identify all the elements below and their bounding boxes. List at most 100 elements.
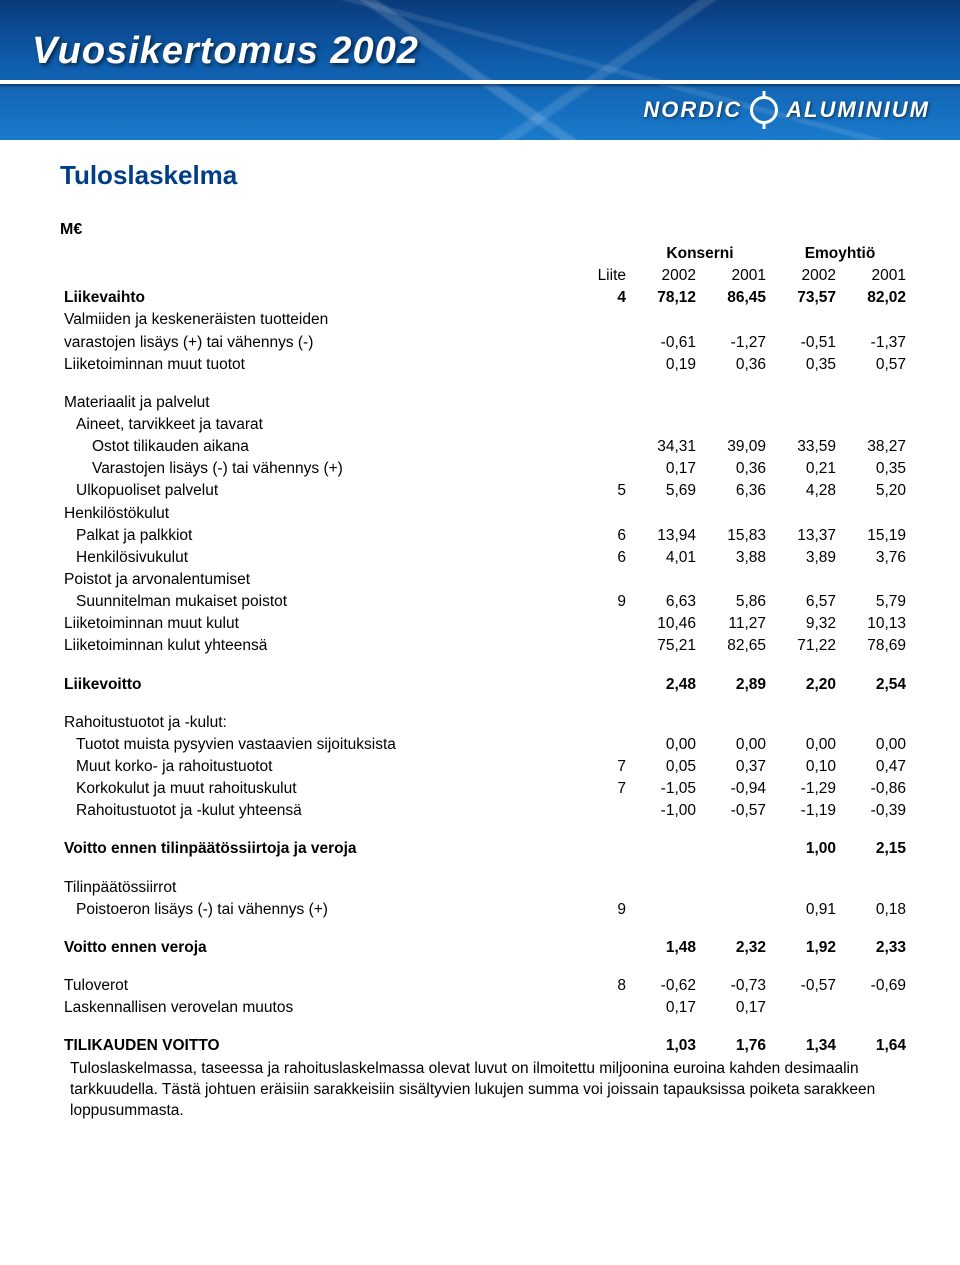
col-liite: Liite — [580, 265, 630, 287]
table-row: Poistoeron lisäys (-) tai vähennys (+)9 0… — [60, 899, 910, 921]
row-liite: 8 — [580, 975, 630, 997]
table-row: Voitto ennen tilinpäätössiirtoja ja vero… — [60, 838, 910, 860]
row-value: 73,57 — [770, 287, 840, 309]
row-value: 1,64 — [840, 1035, 910, 1057]
table-row: Rahoitustuotot ja -kulut: — [60, 712, 910, 734]
currency-unit: M€ — [60, 221, 910, 239]
row-value — [700, 503, 770, 525]
row-liite — [580, 674, 630, 696]
row-value: -0,51 — [770, 332, 840, 354]
row-value: 1,76 — [700, 1035, 770, 1057]
row-liite: 4 — [580, 287, 630, 309]
row-value: -0,86 — [840, 778, 910, 800]
row-value: 38,27 — [840, 436, 910, 458]
table-row: Ostot tilikauden aikana34,3139,0933,5938… — [60, 436, 910, 458]
row-value — [700, 309, 770, 331]
row-liite — [580, 436, 630, 458]
table-row — [60, 822, 910, 838]
row-value: -0,61 — [630, 332, 700, 354]
table-row — [60, 1019, 910, 1035]
row-liite — [580, 800, 630, 822]
row-value — [840, 997, 910, 1019]
row-label: Rahoitustuotot ja -kulut: — [60, 712, 580, 734]
row-label: Valmiiden ja keskeneräisten tuotteiden — [60, 309, 580, 331]
row-value — [630, 877, 700, 899]
row-liite: 7 — [580, 756, 630, 778]
row-value: 0,18 — [840, 899, 910, 921]
col-group-emoyhtio: Emoyhtiö — [770, 243, 910, 265]
table-row: TILIKAUDEN VOITTO1,031,761,341,64 — [60, 1035, 910, 1057]
row-value: 0,17 — [630, 997, 700, 1019]
row-liite — [580, 503, 630, 525]
row-liite — [580, 569, 630, 591]
row-value: -0,39 — [840, 800, 910, 822]
table-row — [60, 921, 910, 937]
row-value — [700, 712, 770, 734]
income-statement-table: Konserni Emoyhtiö Liite 2002 2001 2002 2… — [60, 243, 910, 1057]
page-content: Tuloslaskelma M€ Konserni Emoyhtiö Liite… — [0, 140, 960, 1152]
row-value — [700, 877, 770, 899]
row-value — [840, 877, 910, 899]
row-liite — [580, 635, 630, 657]
row-value: 13,37 — [770, 525, 840, 547]
row-liite — [580, 332, 630, 354]
table-group-header-row: Konserni Emoyhtiö — [60, 243, 910, 265]
row-value: 0,00 — [770, 734, 840, 756]
row-value: 0,91 — [770, 899, 840, 921]
row-label: Tuotot muista pysyvien vastaavien sijoit… — [60, 734, 580, 756]
row-label: Poistoeron lisäys (-) tai vähennys (+) — [60, 899, 580, 921]
row-value: 0,36 — [700, 354, 770, 376]
row-value: 0,19 — [630, 354, 700, 376]
table-row: Poistot ja arvonalentumiset — [60, 569, 910, 591]
row-liite — [580, 937, 630, 959]
row-label: TILIKAUDEN VOITTO — [60, 1035, 580, 1057]
row-value: 6,57 — [770, 591, 840, 613]
row-value: -1,29 — [770, 778, 840, 800]
row-value: -1,00 — [630, 800, 700, 822]
row-label: Liiketoiminnan muut tuotot — [60, 354, 580, 376]
row-value: 15,19 — [840, 525, 910, 547]
table-row — [60, 376, 910, 392]
row-value: 71,22 — [770, 635, 840, 657]
table-row: Muut korko- ja rahoitustuotot70,050,370,… — [60, 756, 910, 778]
row-liite: 9 — [580, 899, 630, 921]
row-value: 2,20 — [770, 674, 840, 696]
col-group-konserni: Konserni — [630, 243, 770, 265]
row-label: Liikevoitto — [60, 674, 580, 696]
row-value: 78,12 — [630, 287, 700, 309]
table-row: Suunnitelman mukaiset poistot96,635,866,… — [60, 591, 910, 613]
row-label: Henkilösivukulut — [60, 547, 580, 569]
row-value: 4,01 — [630, 547, 700, 569]
col-y4: 2001 — [840, 265, 910, 287]
table-row: Valmiiden ja keskeneräisten tuotteiden — [60, 309, 910, 331]
table-year-header-row: Liite 2002 2001 2002 2001 — [60, 265, 910, 287]
row-value: 2,32 — [700, 937, 770, 959]
row-liite — [580, 392, 630, 414]
row-value: 34,31 — [630, 436, 700, 458]
table-row: Ulkopuoliset palvelut55,696,364,285,20 — [60, 480, 910, 502]
table-row: Tuloverot8-0,62-0,73-0,57-0,69 — [60, 975, 910, 997]
row-value — [770, 712, 840, 734]
row-value — [840, 392, 910, 414]
row-label: Liiketoiminnan kulut yhteensä — [60, 635, 580, 657]
table-row: Aineet, tarvikkeet ja tavarat — [60, 414, 910, 436]
row-value: 5,86 — [700, 591, 770, 613]
row-value: 2,33 — [840, 937, 910, 959]
row-value: 0,00 — [630, 734, 700, 756]
page-title: Tuloslaskelma — [60, 160, 910, 191]
row-value: 0,35 — [840, 458, 910, 480]
row-value: 11,27 — [700, 613, 770, 635]
row-liite — [580, 354, 630, 376]
row-label: Materiaalit ja palvelut — [60, 392, 580, 414]
table-row: Varastojen lisäys (-) tai vähennys (+)0,… — [60, 458, 910, 480]
row-value: 6,63 — [630, 591, 700, 613]
row-liite — [580, 997, 630, 1019]
row-label: Suunnitelman mukaiset poistot — [60, 591, 580, 613]
row-label: Korkokulut ja muut rahoituskulut — [60, 778, 580, 800]
report-header: Vuosikertomus 2002 NORDIC ALUMINIUM — [0, 0, 960, 140]
row-label: Ostot tilikauden aikana — [60, 436, 580, 458]
row-value: 2,54 — [840, 674, 910, 696]
row-label: Laskennallisen verovelan muutos — [60, 997, 580, 1019]
row-liite: 5 — [580, 480, 630, 502]
brand-text-left: NORDIC — [643, 97, 742, 123]
